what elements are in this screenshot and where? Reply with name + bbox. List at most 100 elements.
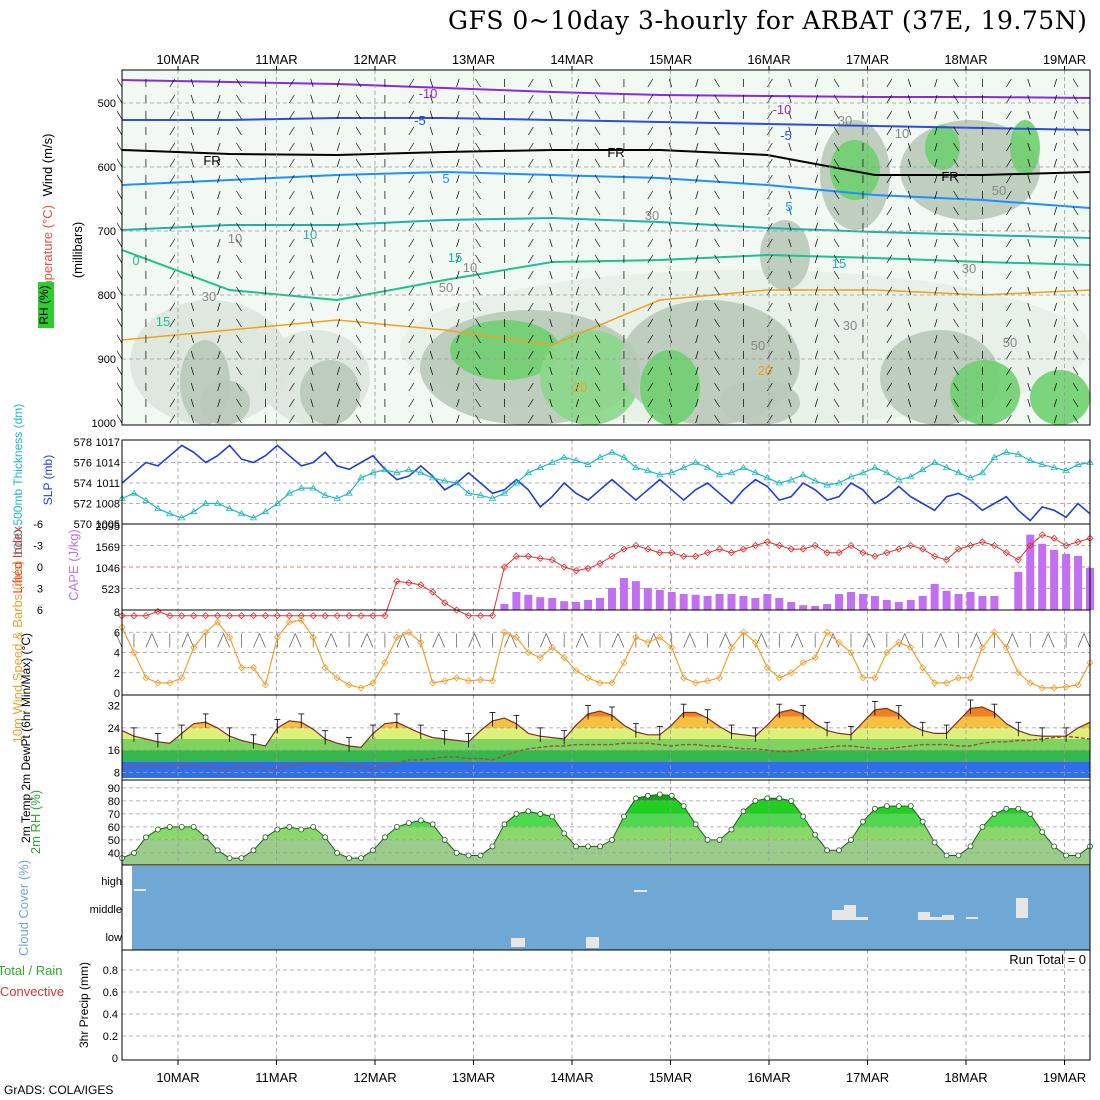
- temp-band: [122, 761, 1090, 778]
- thickness-tick: 572: [74, 499, 92, 511]
- wind-barb: [236, 190, 242, 200]
- wind-barb: [429, 334, 434, 344]
- wind-barb: [169, 382, 176, 392]
- wind-barb: [310, 110, 314, 120]
- lifted-index-point: [620, 545, 628, 553]
- li-tick: 0: [37, 562, 43, 574]
- lifted-index-point: [1038, 531, 1046, 539]
- cape-bar: [894, 601, 903, 610]
- wind-barb: [355, 142, 362, 152]
- wind-barb: [1006, 174, 1012, 184]
- wind-barb: [1006, 334, 1012, 344]
- thickness-point: [751, 468, 760, 476]
- lifted-index-point: [249, 612, 258, 620]
- rh-point: [1051, 843, 1058, 850]
- wind-barb: [456, 286, 460, 296]
- wind-barb: [647, 318, 654, 328]
- wind-barb: [236, 286, 242, 296]
- wind-barb: [336, 286, 340, 296]
- wind-barb: [1027, 334, 1031, 344]
- cape-bar: [918, 595, 927, 610]
- cape-bar: [667, 591, 676, 610]
- cape-bar: [703, 595, 712, 610]
- wind-barb: [475, 414, 481, 424]
- wind-barb: [190, 190, 195, 200]
- wind-barb: [647, 78, 654, 88]
- wind-barb: [1072, 222, 1079, 232]
- contour-label: 15: [448, 250, 462, 265]
- wind-barb: [934, 110, 938, 120]
- wind-barb: [934, 238, 938, 248]
- lifted-index-point: [297, 612, 305, 620]
- wind-barb: [907, 142, 912, 152]
- wind-barb: [116, 206, 123, 216]
- wind-barb: [549, 302, 553, 312]
- wind-speed-point: [835, 638, 843, 646]
- rh-point: [800, 813, 807, 820]
- wind-barb: [934, 366, 938, 376]
- wind-barb: [1072, 158, 1079, 168]
- wind-barb: [934, 190, 938, 200]
- wind-barb: [886, 190, 893, 200]
- rh-point: [1075, 852, 1081, 859]
- wind-barb: [594, 350, 601, 360]
- cape-bar: [643, 587, 652, 610]
- rh-point: [573, 843, 580, 850]
- wind-barb: [767, 78, 773, 88]
- cloud-patch: [832, 910, 844, 920]
- wind-speed-point: [214, 618, 222, 626]
- wind-barb: [833, 78, 840, 88]
- wind-barb: [695, 414, 699, 424]
- wind-barb: [456, 78, 460, 88]
- bottom-date-label: 17MAR: [846, 1070, 889, 1085]
- surface-wind-barb: [868, 633, 876, 648]
- wind-barb: [714, 222, 720, 232]
- wind-barb: [310, 142, 314, 152]
- wind-barb: [788, 334, 792, 344]
- rh-tick: 50: [108, 835, 120, 847]
- wind-barb: [1006, 110, 1012, 120]
- wind-barb: [594, 366, 601, 376]
- wind-barb: [549, 254, 553, 264]
- rh-shade: [950, 360, 1020, 425]
- wind-barb: [1027, 366, 1031, 376]
- wind-barb: [907, 318, 912, 328]
- wind-speed-point: [202, 628, 210, 636]
- rh-shade: [720, 380, 800, 425]
- panel-labels: Wind (m/s) Temperature (°C)RH (%) (milliba…: [0, 134, 91, 1048]
- wind-barb: [236, 254, 242, 264]
- wind-barb: [934, 94, 938, 104]
- contour-label: 10: [463, 260, 477, 275]
- wind-barb: [953, 318, 959, 328]
- lifted-index-point: [847, 541, 855, 550]
- rh-point: [310, 824, 317, 830]
- rh-point: [382, 834, 388, 841]
- wind-barb: [217, 174, 221, 184]
- surface-wind-barb: [330, 633, 338, 648]
- wind-barb: [1072, 270, 1079, 280]
- contour-label: -5: [780, 128, 792, 143]
- wind-speed-point: [249, 664, 258, 672]
- thickness-point: [883, 468, 891, 476]
- wind-barb: [594, 222, 601, 232]
- thickness-point: [775, 479, 783, 486]
- wind-barb: [310, 94, 314, 104]
- lifted-index-point: [381, 612, 389, 620]
- wind-barb: [549, 222, 553, 232]
- wind-barb: [953, 78, 959, 88]
- wind-barb: [1053, 350, 1057, 360]
- rh-point: [860, 818, 866, 825]
- wind-barb: [289, 142, 295, 152]
- wind-barb: [934, 270, 938, 280]
- wind-barb: [767, 126, 773, 136]
- rh-point: [358, 855, 364, 861]
- cloud-patch: [1016, 898, 1028, 918]
- wind-barb: [236, 78, 242, 88]
- thickness-point: [990, 453, 999, 460]
- wind-barb: [814, 126, 818, 136]
- wind-barb: [429, 222, 434, 232]
- rh-point: [322, 834, 329, 841]
- panel-frame: [121, 69, 1091, 426]
- wind-barb: [1053, 302, 1057, 312]
- rh-point: [525, 808, 532, 815]
